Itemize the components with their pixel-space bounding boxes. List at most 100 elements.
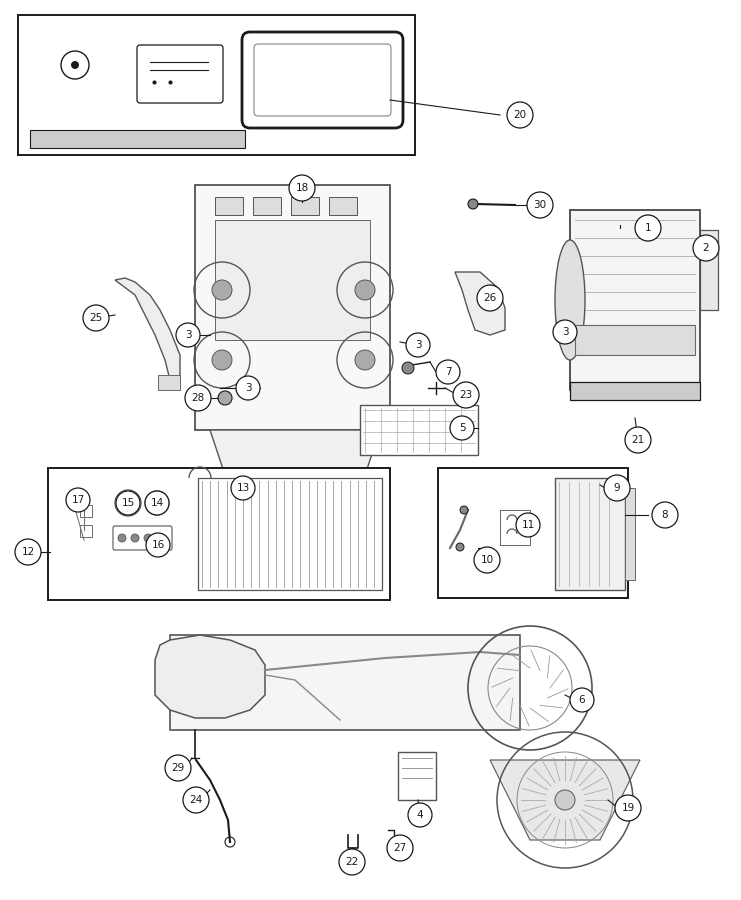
Text: 8: 8 — [662, 510, 668, 520]
Text: 15: 15 — [122, 498, 135, 508]
Text: 13: 13 — [236, 483, 250, 493]
Circle shape — [474, 547, 500, 573]
Text: 19: 19 — [622, 803, 634, 813]
Circle shape — [436, 360, 460, 384]
Text: 28: 28 — [191, 393, 205, 403]
Circle shape — [176, 323, 200, 347]
Circle shape — [231, 476, 255, 500]
Bar — [18, 15, 415, 155]
Circle shape — [66, 488, 90, 512]
Polygon shape — [455, 272, 505, 335]
Circle shape — [15, 539, 41, 565]
Circle shape — [460, 506, 468, 514]
Bar — [398, 752, 436, 800]
Text: 25: 25 — [90, 313, 102, 323]
Text: 30: 30 — [534, 200, 547, 210]
Circle shape — [450, 416, 474, 440]
Circle shape — [236, 376, 260, 400]
Ellipse shape — [555, 240, 585, 360]
Circle shape — [408, 803, 432, 827]
Circle shape — [635, 215, 661, 241]
FancyBboxPatch shape — [113, 526, 172, 550]
Circle shape — [131, 534, 139, 542]
Circle shape — [625, 427, 651, 453]
Circle shape — [83, 305, 109, 331]
Circle shape — [527, 192, 553, 218]
Bar — [198, 478, 382, 590]
Text: 11: 11 — [522, 520, 534, 530]
FancyBboxPatch shape — [254, 44, 391, 116]
Bar — [80, 525, 92, 537]
Bar — [500, 510, 530, 545]
Circle shape — [146, 533, 170, 557]
Circle shape — [355, 280, 375, 300]
Circle shape — [165, 755, 191, 781]
Text: 22: 22 — [345, 857, 359, 867]
Text: 7: 7 — [445, 367, 451, 377]
Text: 3: 3 — [245, 383, 251, 393]
Circle shape — [453, 382, 479, 408]
Text: 16: 16 — [151, 540, 165, 550]
Circle shape — [118, 534, 126, 542]
Circle shape — [116, 491, 140, 515]
Circle shape — [652, 502, 678, 528]
Circle shape — [507, 102, 533, 128]
Polygon shape — [210, 430, 380, 490]
Text: 4: 4 — [416, 810, 423, 820]
Bar — [555, 478, 625, 590]
Circle shape — [212, 280, 232, 300]
Text: 9: 9 — [614, 483, 620, 493]
Circle shape — [555, 790, 575, 810]
Circle shape — [387, 835, 413, 861]
Circle shape — [456, 543, 464, 551]
Polygon shape — [115, 278, 180, 380]
Text: 29: 29 — [171, 763, 185, 773]
Text: 21: 21 — [631, 435, 645, 445]
Text: 14: 14 — [150, 498, 164, 508]
Bar — [215, 197, 243, 215]
Bar — [570, 382, 700, 400]
Bar — [215, 220, 370, 340]
Text: 3: 3 — [185, 330, 191, 340]
FancyBboxPatch shape — [242, 32, 403, 128]
Text: 3: 3 — [562, 327, 568, 337]
Bar — [329, 197, 357, 215]
Bar — [360, 405, 478, 455]
Circle shape — [406, 333, 430, 357]
Circle shape — [553, 320, 577, 344]
Bar — [195, 185, 390, 430]
Text: 3: 3 — [415, 340, 422, 350]
Circle shape — [183, 787, 209, 813]
Text: 6: 6 — [579, 695, 585, 705]
Circle shape — [604, 475, 630, 501]
Bar — [575, 325, 695, 355]
FancyBboxPatch shape — [137, 45, 223, 103]
Circle shape — [355, 350, 375, 370]
Text: 5: 5 — [459, 423, 465, 433]
Bar — [265, 490, 330, 530]
Text: 27: 27 — [393, 843, 407, 853]
Text: 10: 10 — [480, 555, 494, 565]
Bar — [438, 468, 628, 598]
Circle shape — [71, 61, 79, 69]
Polygon shape — [155, 635, 265, 718]
Bar — [291, 197, 319, 215]
Text: 1: 1 — [645, 223, 651, 233]
Bar — [158, 375, 180, 390]
Text: 2: 2 — [702, 243, 709, 253]
Circle shape — [144, 534, 152, 542]
Text: 18: 18 — [296, 183, 308, 193]
Text: 12: 12 — [21, 547, 35, 557]
Circle shape — [477, 285, 503, 311]
Circle shape — [339, 849, 365, 875]
Bar — [253, 197, 281, 215]
Polygon shape — [490, 760, 640, 840]
Circle shape — [289, 175, 315, 201]
Bar — [80, 505, 92, 517]
Circle shape — [185, 385, 211, 411]
Bar — [48, 468, 390, 600]
Text: 23: 23 — [459, 390, 473, 400]
Bar — [570, 210, 700, 390]
Text: 20: 20 — [514, 110, 527, 120]
Text: 24: 24 — [190, 795, 202, 805]
